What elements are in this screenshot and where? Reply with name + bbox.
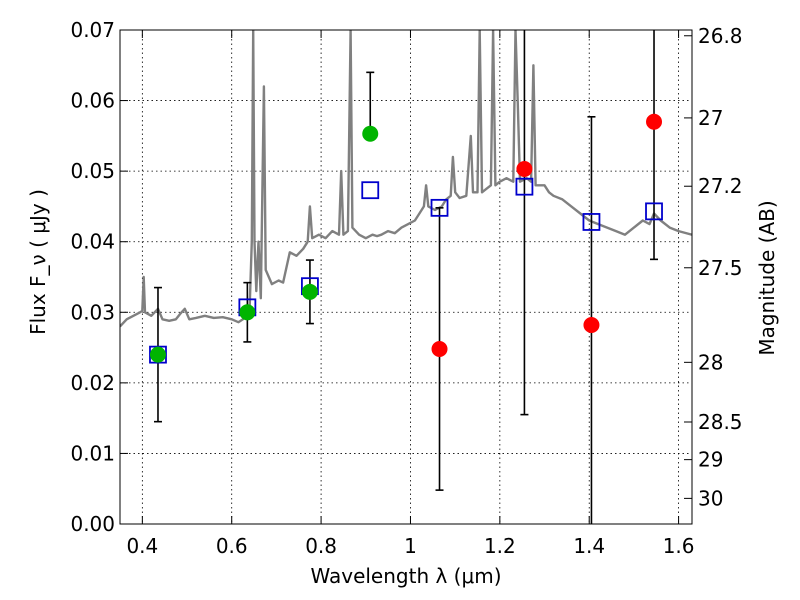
y2-tick-label: 27.2	[698, 174, 743, 198]
y2-tick-label: 26.8	[698, 24, 743, 48]
markers-group	[149, 113, 663, 364]
y2-tick-label: 30	[698, 486, 723, 510]
x-tick-label: 1.6	[663, 534, 695, 558]
model-square-marker	[582, 213, 601, 231]
y-tick-label: 0.00	[70, 512, 115, 536]
x-tick-label: 0.4	[126, 534, 158, 558]
model-square-marker	[430, 198, 449, 217]
x-axis-label: Wavelength λ (μm)	[310, 564, 501, 588]
y-tick-label: 0.02	[70, 371, 115, 395]
y2-tick-label: 27.5	[698, 256, 743, 280]
y2-tick-label: 28.5	[698, 410, 743, 434]
x-tick-label: 0.8	[305, 534, 337, 558]
ticks-group: 0.4 0.6 0.8 1 1.2 1.4 1.6 0.00 0.01 0.02 0.03 0.04 0…	[70, 18, 742, 558]
y2-tick-label: 28	[698, 350, 723, 374]
red-data-point	[583, 316, 600, 333]
y2-axis-label: Magnitude (AB)	[755, 200, 779, 355]
y2-tick-label: 27	[698, 106, 723, 130]
green-data-point	[149, 346, 166, 363]
x-tick-label: 1	[404, 534, 417, 558]
y-tick-label: 0.01	[70, 441, 115, 465]
x-tick-label: 1.2	[484, 534, 516, 558]
green-data-point	[362, 125, 379, 142]
x-tick-label: 1.4	[573, 534, 605, 558]
x-tick-label: 0.6	[216, 534, 248, 558]
y-tick-label: 0.07	[70, 18, 115, 42]
red-data-point	[431, 340, 448, 357]
y-tick-label: 0.06	[70, 89, 115, 113]
spectrum-group	[120, 30, 692, 328]
model-square-marker	[645, 202, 663, 221]
y-axis-label: Flux F_ν ( μJy )	[26, 189, 50, 335]
y-tick-label: 0.05	[70, 159, 115, 183]
y-tick-label: 0.03	[70, 300, 115, 324]
green-data-point	[301, 283, 318, 300]
plot-frame	[119, 29, 693, 525]
red-data-point	[516, 161, 533, 178]
red-data-point	[646, 113, 663, 130]
model-square-marker	[361, 181, 380, 200]
spectrum-line	[120, 30, 692, 328]
green-data-point	[239, 304, 256, 321]
y-tick-label: 0.04	[70, 230, 115, 254]
y2-tick-label: 29	[698, 448, 723, 472]
model-square-marker	[515, 177, 534, 196]
